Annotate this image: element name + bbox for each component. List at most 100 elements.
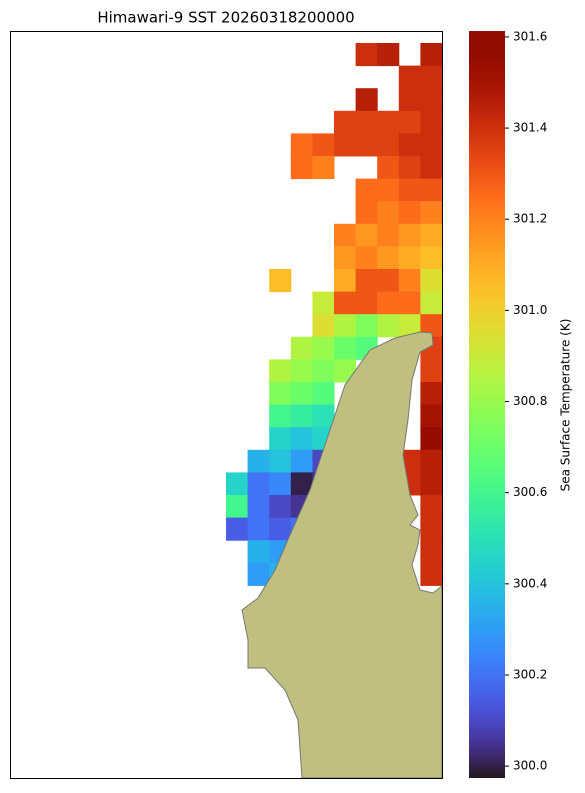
sst-cell [290,472,313,496]
sst-cell [420,540,443,564]
sst-cell [226,472,249,496]
sst-cell [290,359,313,383]
sst-cell [377,269,400,293]
sst-cell [312,133,335,157]
sst-cell [334,314,357,338]
colorbar-tick-label: 301.4 [513,121,547,135]
sst-cell [290,404,313,428]
colorbar-tick-label: 300.0 [513,759,547,773]
sst-cell [269,472,292,496]
sst-cell [334,246,357,270]
sst-cell [269,517,292,541]
sst-cell [420,495,443,519]
sst-cell [269,404,292,428]
sst-cell [247,449,270,473]
sst-cell [312,314,335,338]
sst-cell [420,65,443,89]
sst-cell [398,314,421,338]
sst-cell [398,133,421,157]
sst-cell [312,359,335,383]
sst-cell [420,449,443,473]
sst-cell [420,517,443,541]
map-frame [10,31,443,779]
sst-cell [398,291,421,315]
colorbar-tick-label: 301.6 [513,29,547,43]
sst-cell [420,201,443,225]
sst-cell [377,43,400,67]
sst-cell [420,314,443,338]
sst-cell [269,359,292,383]
sst-cell [420,269,443,293]
sst-cell [334,133,357,157]
sst-cell [269,269,292,293]
sst-cell [398,223,421,247]
sst-cell [420,43,443,67]
sst-cell [398,88,421,112]
sst-cell [312,291,335,315]
sst-cell [247,495,270,519]
sst-cell [377,178,400,202]
sst-cell [290,449,313,473]
sst-cell [355,269,378,293]
heatmap [226,43,443,586]
sst-cell [355,88,378,112]
sst-cell [247,472,270,496]
sst-cell [355,314,378,338]
colorbar-tick-label: 300.2 [513,667,547,681]
sst-cell [377,314,400,338]
sst-cell [420,156,443,180]
sst-cell [269,495,292,519]
sst-cell [247,540,270,564]
sst-cell [355,223,378,247]
sst-cell [226,517,249,541]
sst-cell [420,223,443,247]
sst-cell [420,88,443,112]
sst-cell [290,382,313,406]
sst-cell [355,43,378,67]
sst-cell [377,246,400,270]
sst-cell [377,133,400,157]
sst-cell [377,223,400,247]
sst-cell [398,156,421,180]
sst-cell [398,65,421,89]
sst-cell [290,336,313,360]
sst-cell [334,110,357,134]
sst-cell [420,359,443,383]
sst-cell [312,404,335,428]
colorbar-tick-label: 300.6 [513,485,547,499]
colorbar-tick-label: 301.2 [513,212,547,226]
chart-title: Himawari-9 SST 20260318200000 [97,9,354,27]
colorbar-tick-label: 300.8 [513,394,547,408]
sst-cell [398,201,421,225]
sst-cell [355,201,378,225]
sst-cell [420,404,443,428]
sst-cell [334,223,357,247]
sst-cell [355,246,378,270]
sst-cell [420,427,443,451]
sst-cell [377,156,400,180]
sst-cell [420,562,443,586]
sst-cell [247,517,270,541]
sst-cell [334,336,357,360]
sst-cell [377,110,400,134]
sst-cell [398,246,421,270]
sst-cell [290,133,313,157]
colorbar-tick-label: 301.0 [513,303,547,317]
sst-cell [334,269,357,293]
sst-cell [420,246,443,270]
sst-cell [312,382,335,406]
sst-cell [269,449,292,473]
sst-cell [226,495,249,519]
sst-cell [355,291,378,315]
sst-cell [398,110,421,134]
sst-cell [269,382,292,406]
sst-cell [269,427,292,451]
sst-cell [420,291,443,315]
sst-cell [355,178,378,202]
colorbar-tick-label: 300.4 [513,576,547,590]
sst-cell [420,133,443,157]
sst-cell [420,110,443,134]
sst-cell [377,201,400,225]
sst-cell [420,382,443,406]
